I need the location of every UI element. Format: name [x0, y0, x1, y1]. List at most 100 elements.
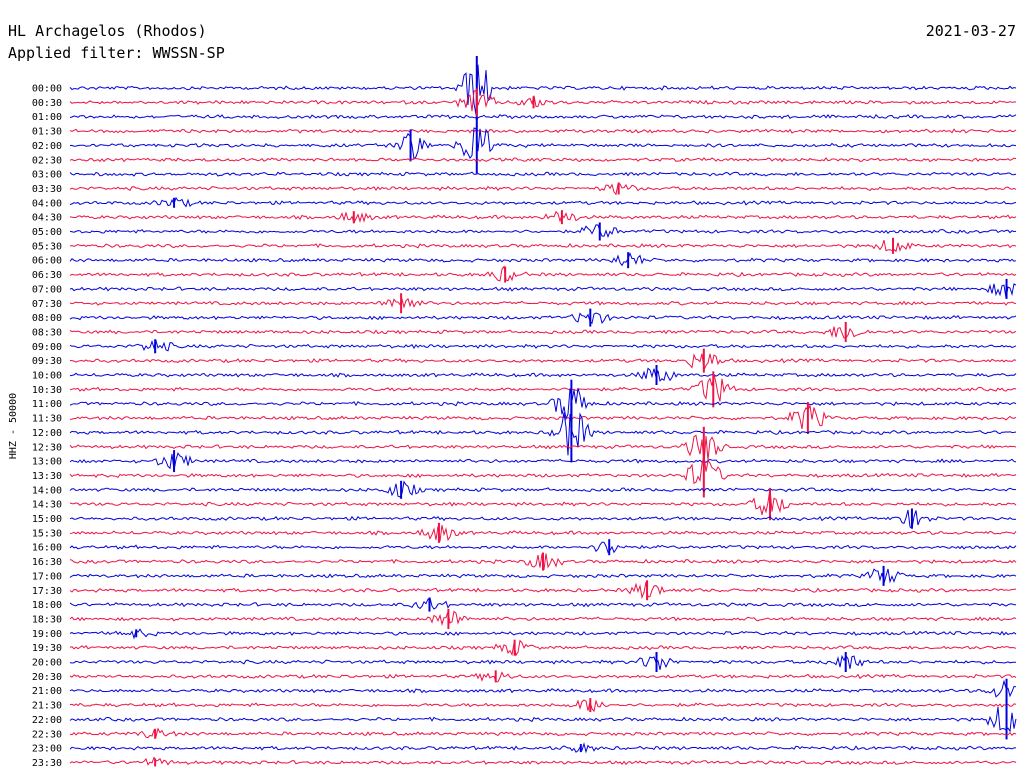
- row-time-label: 09:00: [32, 342, 62, 353]
- trace-row: [69, 113, 1017, 120]
- row-time-label: 01:00: [32, 112, 62, 123]
- row-time-label: 07:30: [32, 299, 62, 310]
- trace-row: [69, 541, 1017, 554]
- row-time-label: 09:30: [32, 356, 62, 367]
- row-time-label: 00:00: [32, 84, 62, 95]
- trace-row: [69, 210, 1017, 225]
- trace-row: [69, 338, 1017, 352]
- trace-row: [69, 452, 1017, 471]
- trace-row: [69, 480, 1017, 498]
- row-time-label: 11:00: [32, 399, 62, 410]
- trace-row: [69, 525, 1017, 542]
- trace-row: [69, 581, 1017, 600]
- trace-row: [69, 568, 1017, 584]
- row-time-label: 16:00: [32, 543, 62, 554]
- row-time-label: 21:30: [32, 701, 62, 712]
- trace-row: [69, 727, 1017, 739]
- row-time-label: 10:30: [32, 385, 62, 396]
- trace-row: [69, 597, 1016, 610]
- row-time-label: 04:30: [32, 213, 62, 224]
- row-time-label: 03:30: [32, 184, 62, 195]
- row-time-label: 07:00: [32, 284, 62, 295]
- trace-row: [69, 671, 1017, 683]
- row-time-label: 12:30: [32, 442, 62, 453]
- row-time-label: 21:00: [32, 686, 62, 697]
- trace-row: [69, 251, 1017, 267]
- trace-row: [69, 127, 1017, 161]
- trace-row: [69, 326, 1017, 339]
- trace-row: [69, 699, 1017, 713]
- row-time-label: 01:30: [32, 127, 62, 138]
- trace-row: [69, 89, 1017, 112]
- date-label: 2021-03-27: [925, 22, 1016, 40]
- row-time-label: 20:30: [32, 672, 62, 683]
- row-time-label: 14:00: [32, 485, 62, 496]
- row-time-label: 22:30: [32, 729, 62, 740]
- trace-row: [69, 297, 1017, 309]
- row-time-label: 05:00: [32, 227, 62, 238]
- row-time-label: 04:00: [32, 198, 62, 209]
- row-time-label: 10:00: [32, 371, 62, 382]
- row-time-label: 20:00: [32, 658, 62, 669]
- header: HL Archagelos (Rhodos) Applied filter: W…: [8, 20, 225, 64]
- trace-row: [69, 654, 1016, 670]
- trace-row: [69, 128, 1017, 134]
- row-time-label: 13:00: [32, 457, 62, 468]
- trace-row: [69, 196, 1017, 208]
- row-time-label: 22:00: [32, 715, 62, 726]
- trace-row: [69, 353, 1017, 372]
- time-label-group: 00:00 00:30 01:00 01:30 02:00 02:30 03:00 03:30…: [32, 84, 62, 769]
- row-time-label: 03:00: [32, 170, 62, 181]
- trace-row: [69, 756, 1017, 766]
- trace-row: [69, 283, 1017, 299]
- row-time-label: 17:00: [32, 571, 62, 582]
- trace-row: [69, 742, 1016, 754]
- row-time-label: 02:30: [32, 155, 62, 166]
- row-time-label: 17:30: [32, 586, 62, 597]
- row-time-label: 06:30: [32, 270, 62, 281]
- y-axis-label: HHZ - 50000: [8, 393, 19, 459]
- trace-row: [69, 639, 1017, 657]
- trace-row: [69, 412, 1017, 456]
- filter-label: Applied filter: WWSSN-SP: [8, 44, 225, 62]
- row-time-label: 12:00: [32, 428, 62, 439]
- row-time-label: 15:00: [32, 514, 62, 525]
- row-time-label: 18:30: [32, 614, 62, 625]
- trace-row: [69, 265, 1017, 282]
- trace-row: [69, 488, 1017, 515]
- trace-row: [69, 679, 1017, 698]
- trace-row: [69, 455, 1017, 484]
- trace-row: [69, 171, 1017, 177]
- trace-group: [69, 56, 1017, 767]
- trace-row: [69, 64, 1017, 115]
- trace-row: [69, 434, 1017, 464]
- trace-row: [69, 707, 1017, 733]
- trace-row: [69, 509, 1017, 530]
- row-time-label: 08:00: [32, 313, 62, 324]
- row-time-label: 13:30: [32, 471, 62, 482]
- row-time-label: 02:00: [32, 141, 62, 152]
- row-time-label: 05:30: [32, 241, 62, 252]
- trace-row: [69, 387, 1017, 421]
- trace-row: [69, 240, 1017, 253]
- row-time-label: 16:30: [32, 557, 62, 568]
- row-time-label: 14:30: [32, 500, 62, 511]
- row-time-label: 19:00: [32, 629, 62, 640]
- trace-row: [69, 367, 1017, 382]
- row-time-label: 23:00: [32, 744, 62, 755]
- trace-row: [69, 224, 1017, 239]
- row-time-label: 06:00: [32, 256, 62, 267]
- row-time-label: 23:30: [32, 758, 62, 769]
- trace-row: [69, 403, 1017, 429]
- row-time-label: 08:30: [32, 327, 62, 338]
- station-title: HL Archagelos (Rhodos): [8, 22, 207, 40]
- trace-row: [69, 157, 1017, 163]
- row-time-label: 11:30: [32, 414, 62, 425]
- row-time-label: 15:30: [32, 528, 62, 539]
- trace-row: [69, 628, 1017, 640]
- trace-row: [69, 374, 1017, 402]
- trace-row: [69, 312, 1017, 325]
- row-time-label: 19:30: [32, 643, 62, 654]
- trace-row: [69, 183, 1017, 196]
